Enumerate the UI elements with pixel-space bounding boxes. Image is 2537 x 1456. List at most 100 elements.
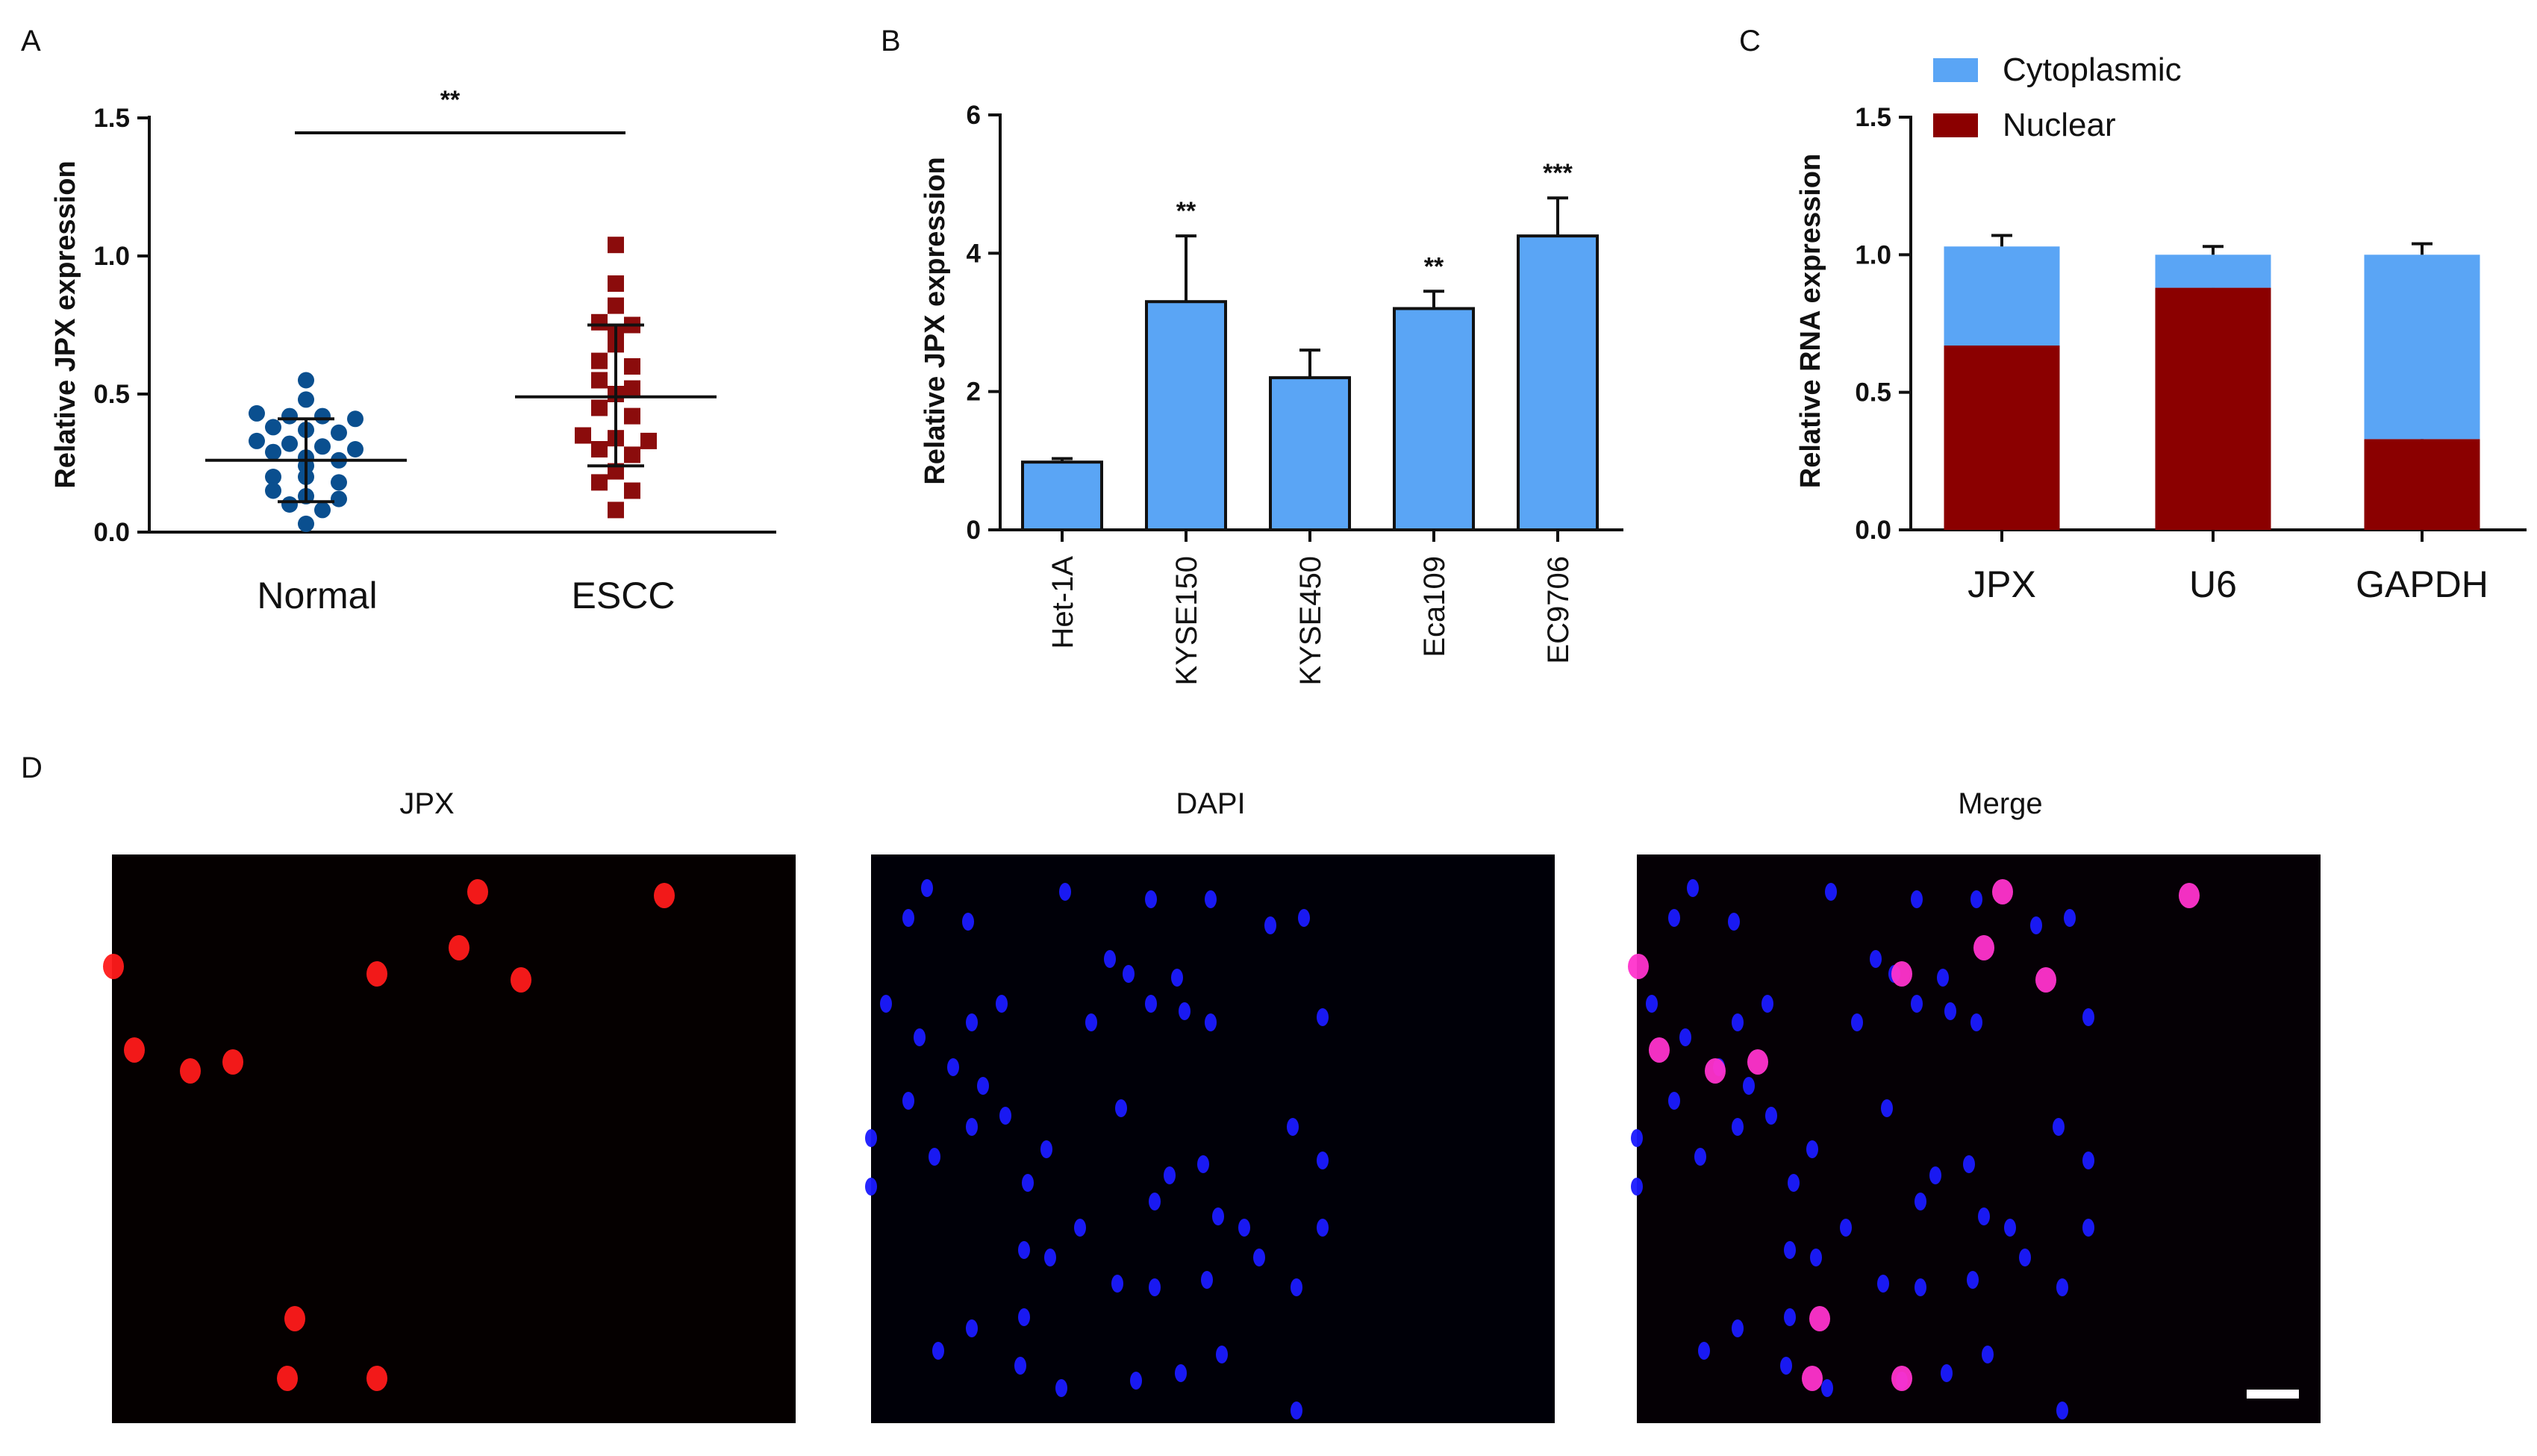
chart-b-y-tick-label: 6 — [967, 101, 981, 130]
chart-b-bar — [1393, 307, 1475, 531]
dapi-nucleus — [932, 1342, 944, 1360]
chart-a-point-escc — [624, 407, 640, 425]
dapi-nucleus — [1216, 1346, 1228, 1363]
chart-b-significance-label: *** — [1543, 159, 1573, 187]
jpx-nucleus — [222, 1049, 243, 1075]
chart-b-category-label: Het-1A — [1046, 556, 1079, 649]
merge-jpx-nucleus — [2035, 967, 2056, 993]
merge-dapi-nucleus — [1784, 1308, 1796, 1326]
panel-letter-d: D — [21, 752, 43, 784]
chart-a-category-escc: ESCC — [572, 575, 675, 616]
chart-c-y-label: Relative RNA expression — [1795, 154, 1826, 488]
chart-a-point-normal — [265, 482, 281, 499]
merge-dapi-nucleus — [1937, 969, 1949, 987]
chart-a-point-escc — [575, 427, 591, 444]
dapi-nucleus — [914, 1028, 926, 1046]
dapi-nucleus — [1059, 883, 1071, 901]
dapi-nucleus — [1115, 1099, 1127, 1117]
jpx-nucleus — [366, 1366, 387, 1391]
chart-c-bar-cytoplasmic — [1944, 246, 2060, 346]
dapi-nucleus — [1197, 1155, 1209, 1173]
dapi-nucleus — [865, 1178, 877, 1196]
cells-jpx — [103, 879, 675, 1391]
merge-jpx-nucleus — [1747, 1049, 1768, 1075]
chart-c-stacked-bar: Relative RNA expression Cytoplasmic Nucl… — [1795, 51, 2527, 605]
merge-dapi-nucleus — [1732, 1013, 1744, 1031]
dapi-nucleus — [1145, 890, 1157, 908]
merge-dapi-nucleus — [1881, 1099, 1893, 1117]
dapi-nucleus — [1044, 1249, 1056, 1266]
chart-a-point-normal — [314, 407, 331, 425]
merge-dapi-nucleus — [2082, 1219, 2094, 1237]
panel-letter-a: A — [21, 25, 41, 57]
chart-b-category-label: EC9706 — [1542, 556, 1575, 664]
merge-dapi-nucleus — [2056, 1402, 2068, 1419]
dapi-nucleus — [962, 913, 974, 931]
dapi-nucleus — [1291, 1278, 1302, 1296]
merge-dapi-nucleus — [1694, 1148, 1706, 1166]
microscopy-panel: JPX DAPI Merge — [103, 787, 2321, 1423]
panel-letter-b: B — [881, 25, 901, 57]
chart-a-point-escc — [608, 237, 624, 254]
merge-dapi-nucleus — [1851, 1013, 1863, 1031]
legend-label-cytoplasmic: Cytoplasmic — [2003, 51, 2182, 88]
chart-a-point-escc — [608, 502, 624, 519]
jpx-nucleus — [284, 1306, 305, 1331]
merge-dapi-nucleus — [2082, 1008, 2094, 1026]
merge-dapi-nucleus — [1646, 995, 1658, 1013]
merge-jpx-nucleus — [1809, 1306, 1830, 1331]
chart-a-y-tick-label: 1.5 — [93, 104, 130, 133]
dapi-nucleus — [1022, 1174, 1034, 1192]
dapi-nucleus — [1317, 1219, 1329, 1237]
chart-a-point-escc — [591, 352, 608, 369]
merge-dapi-nucleus — [2064, 909, 2076, 927]
merge-dapi-nucleus — [1765, 1107, 1777, 1125]
chart-b-category-label: KYSE150 — [1170, 556, 1203, 685]
chart-c-bar-cytoplasmic — [2155, 254, 2271, 288]
chart-a-point-escc — [624, 446, 640, 463]
dapi-nucleus — [1018, 1308, 1030, 1326]
merge-dapi-nucleus — [1929, 1166, 1941, 1184]
dapi-nucleus — [996, 995, 1008, 1013]
merge-dapi-nucleus — [1915, 1278, 1926, 1296]
chart-a-point-normal — [331, 424, 347, 441]
dapi-nucleus — [1171, 969, 1183, 987]
chart-a-y-tick-label: 0.0 — [93, 518, 130, 547]
chart-b-category-label: Eca109 — [1418, 556, 1451, 657]
chart-a-point-escc — [591, 313, 608, 331]
merge-dapi-nucleus — [1915, 1193, 1926, 1210]
merge-dapi-nucleus — [1761, 995, 1773, 1013]
dapi-nucleus — [1264, 916, 1276, 934]
dapi-nucleus — [1287, 1118, 1299, 1136]
chart-a-point-escc — [591, 474, 608, 491]
dapi-nucleus — [1074, 1219, 1086, 1237]
dapi-nucleus — [902, 909, 914, 927]
merge-dapi-nucleus — [1911, 890, 1923, 908]
chart-c-category-label: GAPDH — [2356, 563, 2488, 605]
merge-jpx-nucleus — [1891, 961, 1912, 987]
chart-b-bar — [1021, 460, 1103, 531]
chart-a-point-normal — [281, 435, 298, 452]
image-dapi — [871, 854, 1555, 1423]
merge-dapi-nucleus — [1825, 883, 1837, 901]
merge-dapi-nucleus — [1780, 1357, 1792, 1375]
chart-a-point-normal — [265, 419, 281, 436]
dapi-nucleus — [1205, 1013, 1217, 1031]
merge-dapi-nucleus — [2019, 1249, 2031, 1266]
merge-dapi-nucleus — [1698, 1342, 1710, 1360]
dapi-nucleus — [1040, 1140, 1052, 1158]
merge-dapi-nucleus — [1911, 995, 1923, 1013]
cells-dapi — [865, 879, 1329, 1419]
dapi-nucleus — [1179, 1002, 1191, 1020]
jpx-nucleus — [103, 954, 124, 979]
dapi-nucleus — [1253, 1249, 1265, 1266]
dapi-nucleus — [1298, 909, 1310, 927]
chart-c-y-tick-label: 1.5 — [1855, 103, 1891, 132]
chart-a-point-normal — [314, 438, 331, 455]
chart-c-y-tick-label: 1.0 — [1855, 240, 1891, 269]
merge-dapi-nucleus — [1788, 1174, 1800, 1192]
chart-a-y-tick-label: 1.0 — [93, 242, 130, 271]
chart-b-y-tick-label: 4 — [967, 239, 982, 268]
dapi-nucleus — [1175, 1364, 1187, 1382]
